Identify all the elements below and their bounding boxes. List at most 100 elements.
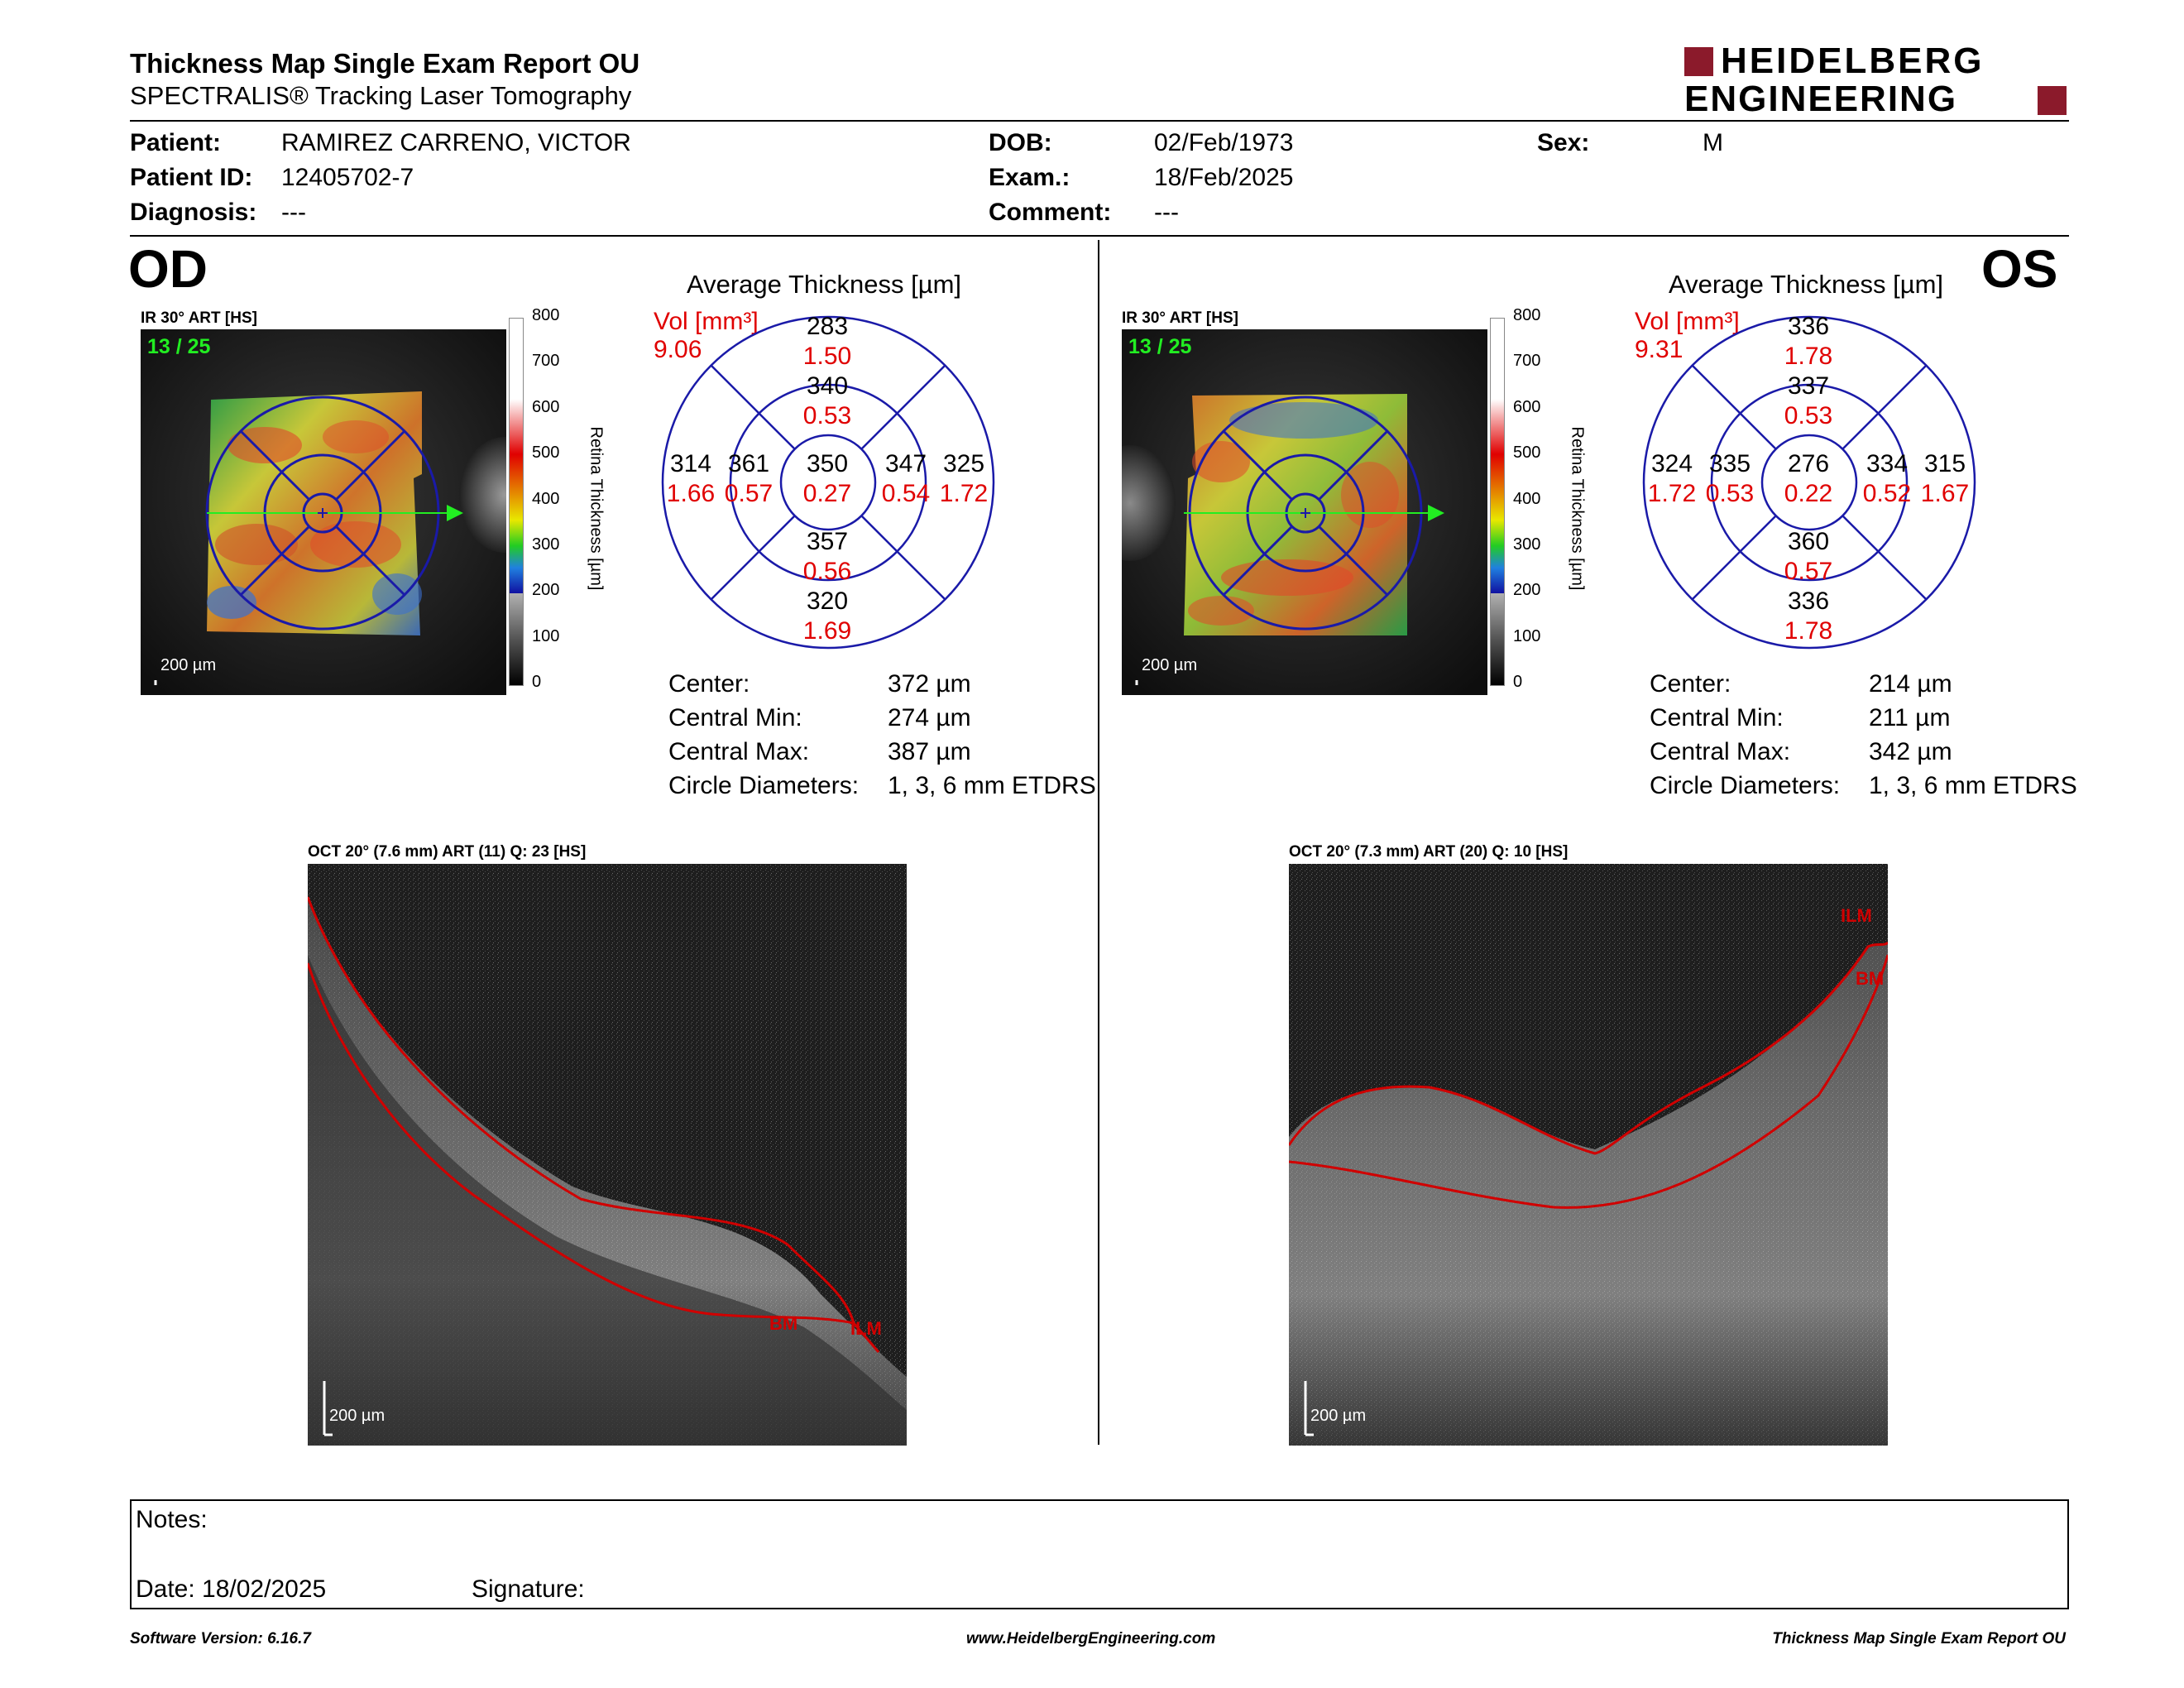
os-oct-scan [1287, 864, 1889, 1446]
colorbar-tick-label: 300 [532, 535, 560, 554]
od-colorbar-title: Retina Thickness [µm] [587, 426, 606, 591]
patient-label: Patient: [130, 129, 222, 156]
os-inner-right-volume: 0.52 [1862, 480, 1912, 507]
od-vol-value: 9.06 [654, 336, 702, 363]
od-outer-left-thickness: 314 [669, 450, 712, 477]
os-stat-label: Circle Diameters: [1650, 772, 1841, 799]
colorbar-tick-label: 200 [532, 581, 560, 600]
colorbar-tick-label: 200 [1513, 581, 1541, 600]
os-fundus-image [1085, 329, 1487, 695]
colorbar-tick-label: 300 [1513, 535, 1541, 554]
heidelberg-logo: HEIDELBERG ENGINEERING [1684, 41, 2069, 119]
od-colorbar [509, 318, 524, 686]
colorbar-tick-label: 500 [1513, 444, 1541, 463]
notes-label: Notes: [136, 1506, 208, 1533]
os-outer-right-thickness: 315 [1923, 450, 1966, 477]
od-outer-right-thickness: 325 [942, 450, 985, 477]
od-outer-bottom-volume: 1.69 [802, 617, 852, 645]
od-inner-top-thickness: 340 [806, 372, 849, 400]
os-frame-count: 13 / 25 [1128, 335, 1192, 358]
website-link[interactable]: www.HeidelbergEngineering.com [966, 1630, 1216, 1647]
od-outer-right-volume: 1.72 [939, 480, 989, 507]
od-center-volume: 0.27 [802, 480, 852, 507]
od-avg-title: Average Thickness [µm] [687, 270, 962, 299]
od-fundus-image [141, 329, 550, 695]
od-inner-left-volume: 0.57 [724, 480, 774, 507]
od-oct-layer-label: ILM [850, 1318, 882, 1339]
os-vol-label: Vol [mm³] [1635, 308, 1740, 335]
patient-id: 12405702-7 [281, 164, 414, 191]
comment-label: Comment: [989, 199, 1112, 226]
od-stat-label: Central Min: [668, 704, 802, 731]
od-stat-value: 1, 3, 6 mm ETDRS [888, 772, 1096, 799]
os-outer-top-volume: 1.78 [1784, 343, 1833, 370]
os-inner-left-thickness: 335 [1708, 450, 1751, 477]
os-stat-value: 214 µm [1869, 670, 1952, 698]
os-stat-label: Center: [1650, 670, 1731, 698]
od-inner-right-thickness: 347 [884, 450, 927, 477]
od-stat-label: Center: [668, 670, 750, 698]
od-outer-top-thickness: 283 [806, 313, 849, 340]
os-outer-bottom-volume: 1.78 [1784, 617, 1833, 645]
os-oct-scale: 200 µm [1310, 1407, 1367, 1425]
colorbar-tick-label: 700 [532, 352, 560, 371]
os-oct-layer-label: BM [1856, 968, 1885, 989]
patient-id-label: Patient ID: [130, 164, 253, 191]
od-label: OD [128, 239, 208, 299]
os-stat-value: 211 µm [1869, 704, 1951, 731]
os-outer-top-thickness: 336 [1787, 313, 1830, 340]
os-stat-label: Central Min: [1650, 704, 1784, 731]
od-inner-left-thickness: 361 [727, 450, 770, 477]
notes-date: Date: 18/02/2025 [136, 1575, 327, 1603]
os-label: OS [1981, 239, 2058, 299]
colorbar-tick-label: 400 [532, 489, 560, 508]
exam-value: 18/Feb/2025 [1154, 164, 1294, 191]
os-inner-left-volume: 0.53 [1705, 480, 1755, 507]
os-ir-scale: 200 µm [1142, 656, 1198, 674]
os-oct-layer-label: ILM [1841, 905, 1872, 926]
od-vol-label: Vol [mm³] [654, 308, 759, 335]
od-ir-label: IR 30° ART [HS] [141, 309, 257, 327]
os-colorbar-ticks: 800 700 600 500 400 300 200 100 0 [1513, 306, 1554, 695]
od-stat-value: 387 µm [888, 738, 971, 765]
od-center-thickness: 350 [806, 450, 849, 477]
os-inner-top-thickness: 337 [1787, 372, 1830, 400]
od-oct-label: OCT 20° (7.6 mm) ART (11) Q: 23 [HS] [308, 843, 587, 861]
footer-report-name: Thickness Map Single Exam Report OU [1772, 1630, 2066, 1647]
colorbar-tick-label: 700 [1513, 352, 1541, 371]
od-inner-right-volume: 0.54 [881, 480, 931, 507]
sex-value: M [1703, 129, 1723, 156]
od-outer-left-volume: 1.66 [666, 480, 716, 507]
software-version: Software Version: 6.16.7 [130, 1630, 311, 1647]
dob-value: 02/Feb/1973 [1154, 129, 1294, 156]
colorbar-tick-label: 600 [1513, 397, 1541, 416]
od-stat-value: 274 µm [888, 704, 971, 731]
colorbar-tick-label: 600 [532, 397, 560, 416]
colorbar-tick-label: 0 [1513, 673, 1523, 692]
os-stat-label: Central Max: [1650, 738, 1791, 765]
od-inner-top-volume: 0.53 [802, 402, 852, 429]
od-stat-label: Central Max: [668, 738, 810, 765]
od-stat-label: Circle Diameters: [668, 772, 860, 799]
os-outer-left-volume: 1.72 [1647, 480, 1697, 507]
os-colorbar-title: Retina Thickness [µm] [1568, 426, 1587, 591]
sex-label: Sex: [1537, 129, 1590, 156]
od-stat-value: 372 µm [888, 670, 971, 698]
signature-label: Signature: [472, 1575, 585, 1603]
os-center-volume: 0.22 [1784, 480, 1833, 507]
os-avg-title: Average Thickness [µm] [1669, 270, 1944, 299]
od-inner-bottom-thickness: 357 [806, 528, 849, 555]
colorbar-tick-label: 800 [1513, 306, 1541, 324]
od-etdrs-grid [660, 314, 996, 650]
os-inner-bottom-volume: 0.57 [1784, 558, 1833, 585]
colorbar-tick-label: 400 [1513, 489, 1541, 508]
report-subtitle: SPECTRALIS® Tracking Laser Tomography [130, 81, 632, 110]
notes-box [130, 1499, 2069, 1609]
os-center-thickness: 276 [1787, 450, 1830, 477]
logo-line-2: ENGINEERING [1684, 79, 1958, 119]
od-outer-bottom-thickness: 320 [806, 587, 849, 615]
eye-divider [1098, 240, 1099, 1445]
exam-label: Exam.: [989, 164, 1070, 191]
os-etdrs-grid [1641, 314, 1977, 650]
dob-label: DOB: [989, 129, 1052, 156]
